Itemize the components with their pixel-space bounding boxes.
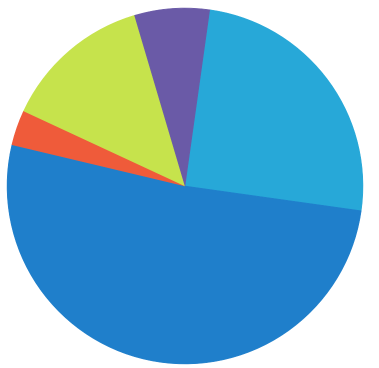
pie-slice-4 (23, 15, 186, 187)
pie-slices (6, 7, 364, 365)
pie-slice-5 (134, 7, 211, 187)
pie-slice-2 (6, 144, 362, 365)
pie-slice-1 (184, 9, 364, 212)
